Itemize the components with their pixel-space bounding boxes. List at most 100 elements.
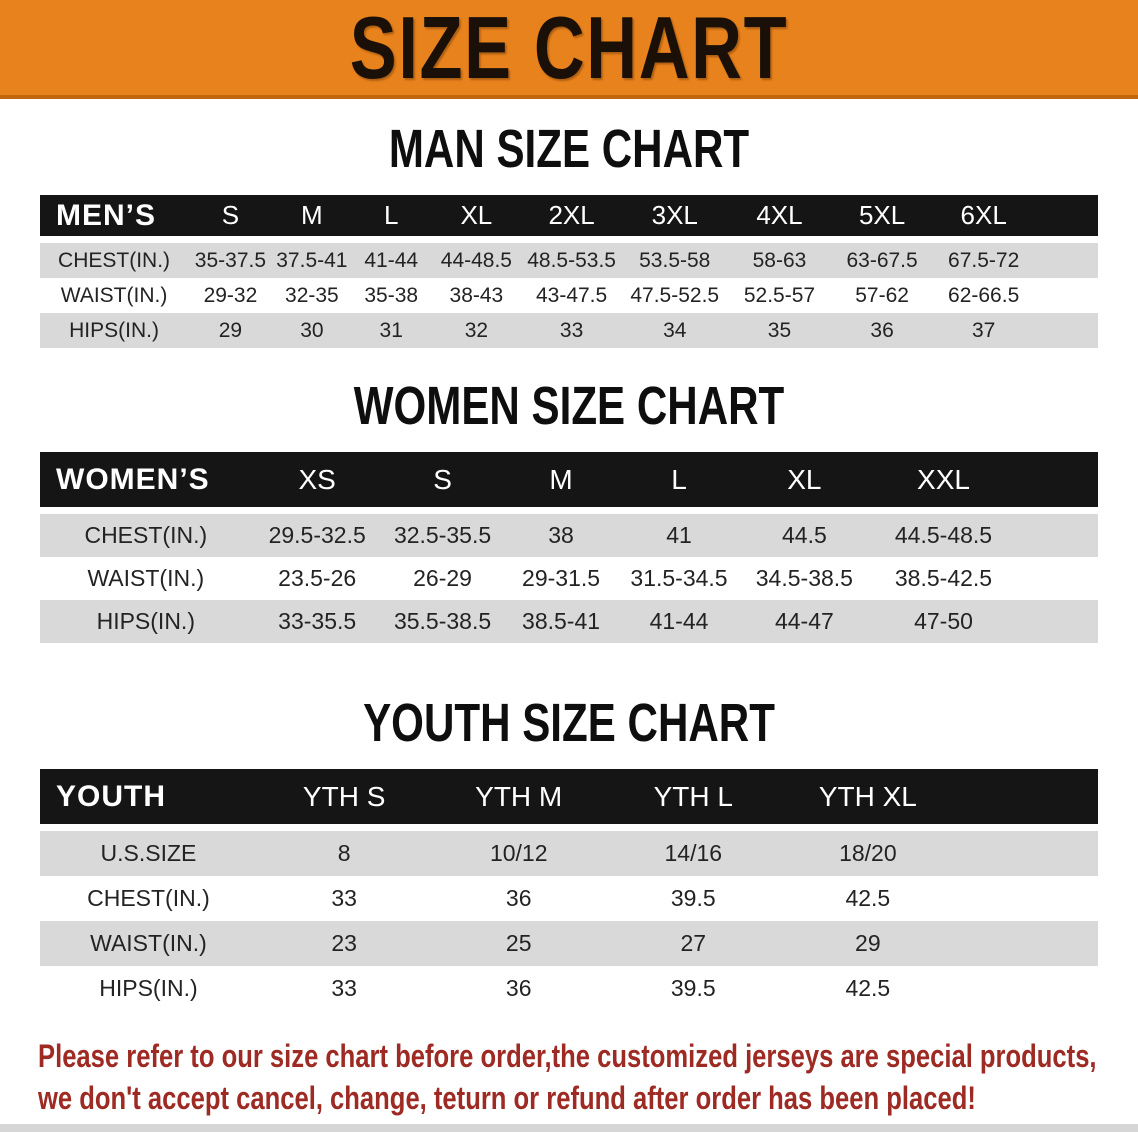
measurement-row: CHEST(IN.) 29.5-32.5 32.5-35.5 38 41 44.5 44.5…	[40, 514, 1098, 557]
size-value-cell: 47-50	[870, 600, 1017, 643]
size-value-cell: 33-35.5	[251, 600, 383, 643]
size-column-header: XL	[738, 452, 871, 514]
size-value-cell: 52.5-57	[727, 278, 832, 313]
row-spacer	[1034, 243, 1098, 278]
size-value-cell: 32.5-35.5	[382, 514, 503, 557]
size-column-header: XXL	[870, 452, 1017, 514]
size-value-cell: 39.5	[606, 876, 781, 921]
size-value-cell: 35-37.5	[188, 243, 273, 278]
size-value-cell: 34	[621, 313, 728, 348]
disclaimer-text: Please refer to our size chart before or…	[38, 1035, 1138, 1119]
row-label: U.S.SIZE	[40, 831, 257, 876]
size-value-cell: 67.5-72	[932, 243, 1035, 278]
size-column-header: YTH M	[431, 769, 606, 831]
row-label: CHEST(IN.)	[40, 243, 189, 278]
row-spacer	[1016, 600, 1098, 643]
size-column-header: M	[272, 195, 352, 243]
size-value-cell: 10/12	[431, 831, 606, 876]
size-value-cell: 26-29	[382, 557, 503, 600]
row-label: CHEST(IN.)	[40, 876, 257, 921]
size-column-header: 2XL	[521, 195, 622, 243]
size-column-header: XL	[431, 195, 522, 243]
row-spacer	[955, 831, 1098, 876]
size-value-cell: 23.5-26	[251, 557, 383, 600]
size-value-cell: 33	[521, 313, 622, 348]
row-label: HIPS(IN.)	[40, 313, 189, 348]
size-value-cell: 38.5-42.5	[870, 557, 1017, 600]
size-value-cell: 36	[831, 313, 933, 348]
size-value-cell: 41	[619, 514, 739, 557]
size-value-cell: 63-67.5	[831, 243, 933, 278]
size-column-header: 4XL	[727, 195, 832, 243]
size-value-cell: 8	[256, 831, 432, 876]
size-value-cell: 34.5-38.5	[738, 557, 871, 600]
row-spacer	[955, 966, 1098, 1011]
size-value-cell: 35.5-38.5	[382, 600, 503, 643]
section-youth: YOUTH SIZE CHART YOUTH YTH S YTH M YTH L YTH…	[0, 695, 1138, 1011]
row-spacer	[1016, 557, 1098, 600]
table-header-row: MEN’S S M L XL 2XL 3XL 4XL 5XL 6XL	[40, 195, 1098, 243]
size-value-cell: 38.5-41	[502, 600, 620, 643]
disclaimer-line-2: we don't accept cancel, change, teturn o…	[38, 1080, 976, 1116]
measurement-row: WAIST(IN.) 23 25 27 29	[40, 921, 1098, 966]
size-value-cell: 38	[502, 514, 620, 557]
size-value-cell: 36	[431, 966, 606, 1011]
row-spacer	[1034, 278, 1098, 313]
size-column-header: YTH XL	[780, 769, 956, 831]
measurement-row: CHEST(IN.) 33 36 39.5 42.5	[40, 876, 1098, 921]
size-value-cell: 33	[256, 966, 432, 1011]
size-value-cell: 18/20	[780, 831, 956, 876]
men-section-heading: MAN SIZE CHART	[0, 121, 1138, 177]
row-spacer	[955, 921, 1098, 966]
men-section-heading-text: MAN SIZE CHART	[388, 119, 750, 179]
size-column-header: M	[502, 452, 620, 514]
size-value-cell: 36	[431, 876, 606, 921]
size-value-cell: 35-38	[351, 278, 432, 313]
size-value-cell: 25	[431, 921, 606, 966]
size-value-cell: 29.5-32.5	[251, 514, 383, 557]
measurement-row: CHEST(IN.) 35-37.5 37.5-41 41-44 44-48.5 48.5…	[40, 243, 1098, 278]
size-value-cell: 43-47.5	[521, 278, 622, 313]
women-section-heading-text: WOMEN SIZE CHART	[353, 376, 785, 436]
youth-section-heading: YOUTH SIZE CHART	[0, 695, 1138, 751]
size-value-cell: 48.5-53.5	[521, 243, 622, 278]
size-column-header: S	[188, 195, 273, 243]
size-value-cell: 29	[780, 921, 956, 966]
size-value-cell: 37.5-41	[272, 243, 352, 278]
size-value-cell: 57-62	[831, 278, 933, 313]
measurement-row: U.S.SIZE 8 10/12 14/16 18/20	[40, 831, 1098, 876]
size-value-cell: 44.5	[738, 514, 871, 557]
size-value-cell: 29	[188, 313, 273, 348]
size-value-cell: 44-47	[738, 600, 871, 643]
size-value-cell: 53.5-58	[621, 243, 728, 278]
size-value-cell: 37	[932, 313, 1035, 348]
size-value-cell: 42.5	[780, 966, 956, 1011]
women-section-heading: WOMEN SIZE CHART	[0, 378, 1138, 434]
size-column-header: L	[351, 195, 432, 243]
measurement-row: HIPS(IN.) 33-35.5 35.5-38.5 38.5-41 41-44 44-…	[40, 600, 1098, 643]
size-value-cell: 23	[256, 921, 432, 966]
size-value-cell: 35	[727, 313, 832, 348]
size-value-cell: 29-32	[188, 278, 273, 313]
size-value-cell: 14/16	[606, 831, 781, 876]
size-value-cell: 29-31.5	[502, 557, 620, 600]
table-header-label: YOUTH	[40, 769, 257, 831]
measurement-row: WAIST(IN.) 23.5-26 26-29 29-31.5 31.5-34.5 34…	[40, 557, 1098, 600]
size-value-cell: 62-66.5	[932, 278, 1035, 313]
row-spacer	[955, 876, 1098, 921]
table-header-label: MEN’S	[40, 195, 189, 243]
size-column-header: 6XL	[932, 195, 1035, 243]
table-header-label: WOMEN’S	[40, 452, 252, 514]
row-label: WAIST(IN.)	[40, 921, 257, 966]
size-value-cell: 47.5-52.5	[621, 278, 728, 313]
bottom-edge-strip	[0, 1124, 1138, 1132]
measurement-row: WAIST(IN.) 29-32 32-35 35-38 38-43 43-47.5 47.…	[40, 278, 1098, 313]
disclaimer-line-1: Please refer to our size chart before or…	[38, 1038, 1097, 1074]
table-header-row: WOMEN’S XS S M L XL XXL	[40, 452, 1098, 514]
size-value-cell: 31.5-34.5	[619, 557, 739, 600]
size-value-cell: 31	[351, 313, 432, 348]
row-label: WAIST(IN.)	[40, 557, 252, 600]
youth-size-table: YOUTH YTH S YTH M YTH L YTH XL U.S.SIZE 8 10/12…	[40, 769, 1098, 1011]
header-spacer	[1034, 195, 1098, 243]
size-column-header: XS	[251, 452, 383, 514]
